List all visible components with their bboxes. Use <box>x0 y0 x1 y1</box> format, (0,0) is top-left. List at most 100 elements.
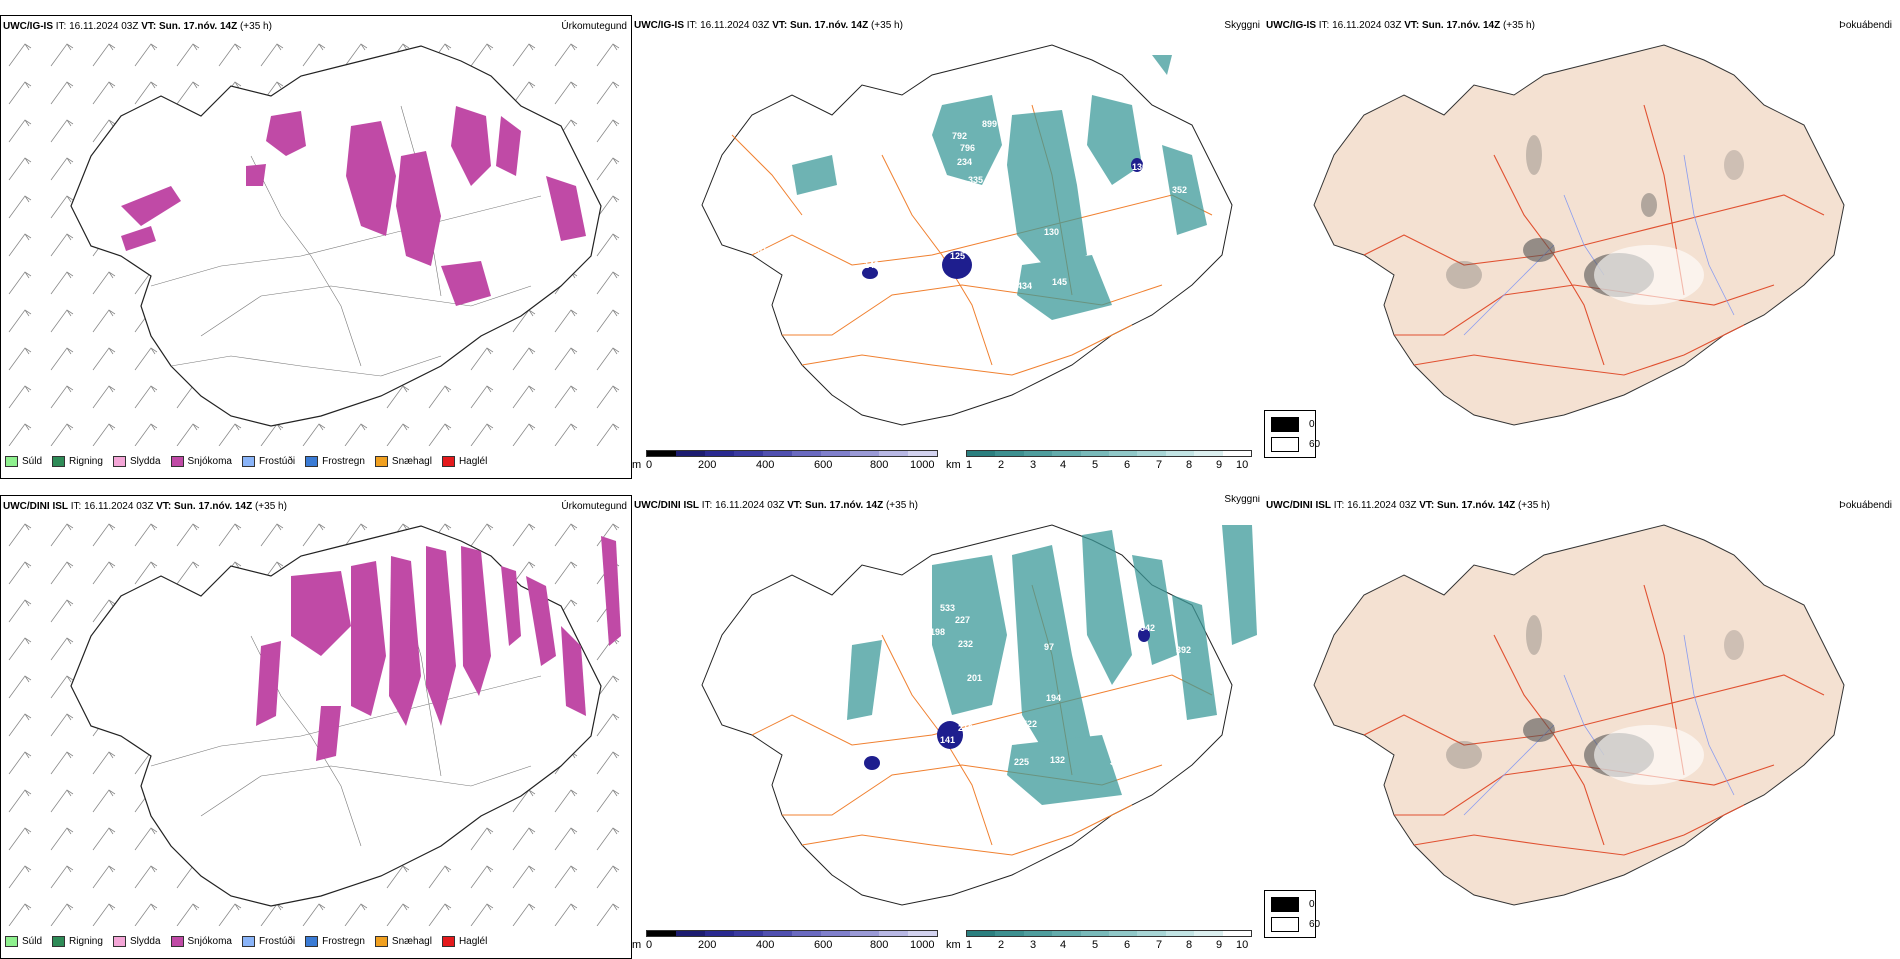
cbar-tick: 5 <box>1092 459 1099 471</box>
it-value: 16.11.2024 03Z <box>1332 20 1402 31</box>
cbar-tick: 1000 <box>910 939 935 951</box>
model-source: UWC/IG-IS <box>3 21 53 32</box>
vt-label: VT: <box>141 21 157 32</box>
cbar-tick: 1000 <box>910 459 935 471</box>
panel-header: UWC/DINI ISL IT: 16.11.2024 03Z VT: Sun.… <box>1266 500 1892 514</box>
it-label: IT: <box>686 20 698 31</box>
fog-legend-light: 60 <box>1271 917 1320 932</box>
cloud-label: 342 <box>1140 623 1155 633</box>
model-source: UWC/DINI ISL <box>1266 500 1331 511</box>
panel-kind: Skyggni <box>1224 20 1260 31</box>
vt-value: Sun. 17.nóv. 14Z <box>805 500 884 511</box>
swatch <box>170 455 184 467</box>
legend-frostudi: Frostúði <box>241 935 295 947</box>
cbar-tick: 8 <box>1186 459 1193 471</box>
swatch <box>5 455 18 467</box>
cbar-tick: 4 <box>1060 939 1067 951</box>
glacier-area <box>1594 725 1704 785</box>
cbar-strip <box>966 450 1252 457</box>
iceland-visibility-map: 899 792 796 234 322 335 160 130 125 143 … <box>701 44 1233 426</box>
cloud-label: 232 <box>996 267 1011 277</box>
iceland-precip-map <box>1 516 631 926</box>
it-value: 16.11.2024 03Z <box>84 501 154 512</box>
legend-label: Haglél <box>458 935 488 947</box>
visibility-panel-1: UWC/IG-IS IT: 16.11.2024 03Z VT: Sun. 17… <box>632 15 1264 479</box>
cbar-tick: 800 <box>870 459 889 471</box>
fog-legend-1: 0 60 <box>1264 410 1320 458</box>
lead-time: (+35 h) <box>239 21 272 32</box>
swatch <box>52 455 66 467</box>
it-value: 16.11.2024 03Z <box>1347 500 1417 511</box>
cloud-label: 899 <box>982 119 997 129</box>
cbar-tick: 6 <box>1124 459 1131 471</box>
cloud-label: 326 <box>1112 279 1127 289</box>
cbar-strip <box>966 930 1252 937</box>
legend-label: Slydda <box>129 935 161 947</box>
legend-label: Rigning <box>69 935 103 947</box>
panel-kind: Úrkomutegund <box>561 21 627 32</box>
swatch <box>305 455 319 467</box>
swatch <box>1271 437 1299 452</box>
low-cloud-areas <box>862 158 1143 279</box>
cbar-tick: 1 <box>966 459 973 471</box>
cloud-label: 227 <box>955 615 970 625</box>
cloud-label: 130 <box>1044 227 1059 237</box>
swatch <box>374 935 388 947</box>
iceland-outline <box>1313 44 1845 426</box>
model-source: UWC/DINI ISL <box>634 500 699 511</box>
vt-value: Sun. 17.nóv. 14Z <box>1437 500 1516 511</box>
vt-label: VT: <box>156 501 172 512</box>
cbar-tick: 800 <box>870 939 889 951</box>
cloud-label: 234 <box>957 157 972 167</box>
legend-label: Súld <box>22 935 43 947</box>
legend-hagl: Haglél <box>441 935 488 947</box>
cloud-label: 722 <box>1022 719 1037 729</box>
vt-value: Sun. 17.nóv. 14Z <box>790 20 869 31</box>
cloud-label: 130 <box>1132 162 1147 172</box>
cbar-tick: 2 <box>998 939 1005 951</box>
legend-slydda: Slydda <box>112 935 161 947</box>
cbar-tick: 5 <box>1092 939 1099 951</box>
swatch <box>112 455 126 467</box>
panel-header: UWC/DINI ISL IT: 16.11.2024 03Z VT: Sun.… <box>634 495 1260 514</box>
lead-time: (+35 h) <box>1517 500 1550 511</box>
cbar-tick: 7 <box>1156 459 1163 471</box>
cloudbase-colorbar: m 0 200 400 600 800 1000 <box>632 930 938 959</box>
cbar-unit: m <box>632 939 642 951</box>
cloud-label: 198 <box>930 627 945 637</box>
legend-label: 0 <box>1309 899 1315 910</box>
cbar-tick: 7 <box>1156 939 1163 951</box>
roads <box>150 105 542 377</box>
swatch <box>241 455 255 467</box>
legend-label: Slydda <box>129 455 161 467</box>
cbar-unit: km <box>946 939 961 951</box>
cloud-label: 125 <box>950 251 965 261</box>
legend-snaehagl: Snæhagl <box>374 935 432 947</box>
swatch <box>5 935 18 947</box>
swatch <box>170 935 184 947</box>
cbar-tick: 600 <box>814 459 833 471</box>
swatch <box>441 935 455 947</box>
cbar-tick: 1 <box>966 939 973 951</box>
fog-legend-light: 60 <box>1271 437 1320 452</box>
cloudbase-colorbar: m 0 200 400 600 800 1000 <box>632 450 938 479</box>
cloud-label: 796 <box>960 143 975 153</box>
cbar-tick: 10 <box>1236 459 1249 471</box>
it-label: IT: <box>701 500 713 511</box>
snow-areas <box>256 536 621 761</box>
model-source: UWC/DINI ISL <box>3 501 68 512</box>
fog-legend-dark: 0 <box>1271 417 1315 432</box>
swatch <box>374 455 388 467</box>
precip-legend: Súld Rigning Slydda Snjókoma Frostúði Fr… <box>5 449 487 473</box>
vt-label: VT: <box>1419 500 1435 511</box>
cloud-label: 132 <box>1050 755 1065 765</box>
legend-label: Snæhagl <box>391 935 432 947</box>
it-label: IT: <box>1333 500 1345 511</box>
cbar-tick: 2 <box>998 459 1005 471</box>
legend-slydda: Slydda <box>112 455 161 467</box>
cloud-label: 210 <box>958 723 973 733</box>
lead-time: (+35 h) <box>885 500 918 511</box>
cloud-label: 194 <box>1046 693 1061 703</box>
cloud-label: 231 <box>880 745 895 755</box>
cloud-label: 141 <box>940 735 955 745</box>
